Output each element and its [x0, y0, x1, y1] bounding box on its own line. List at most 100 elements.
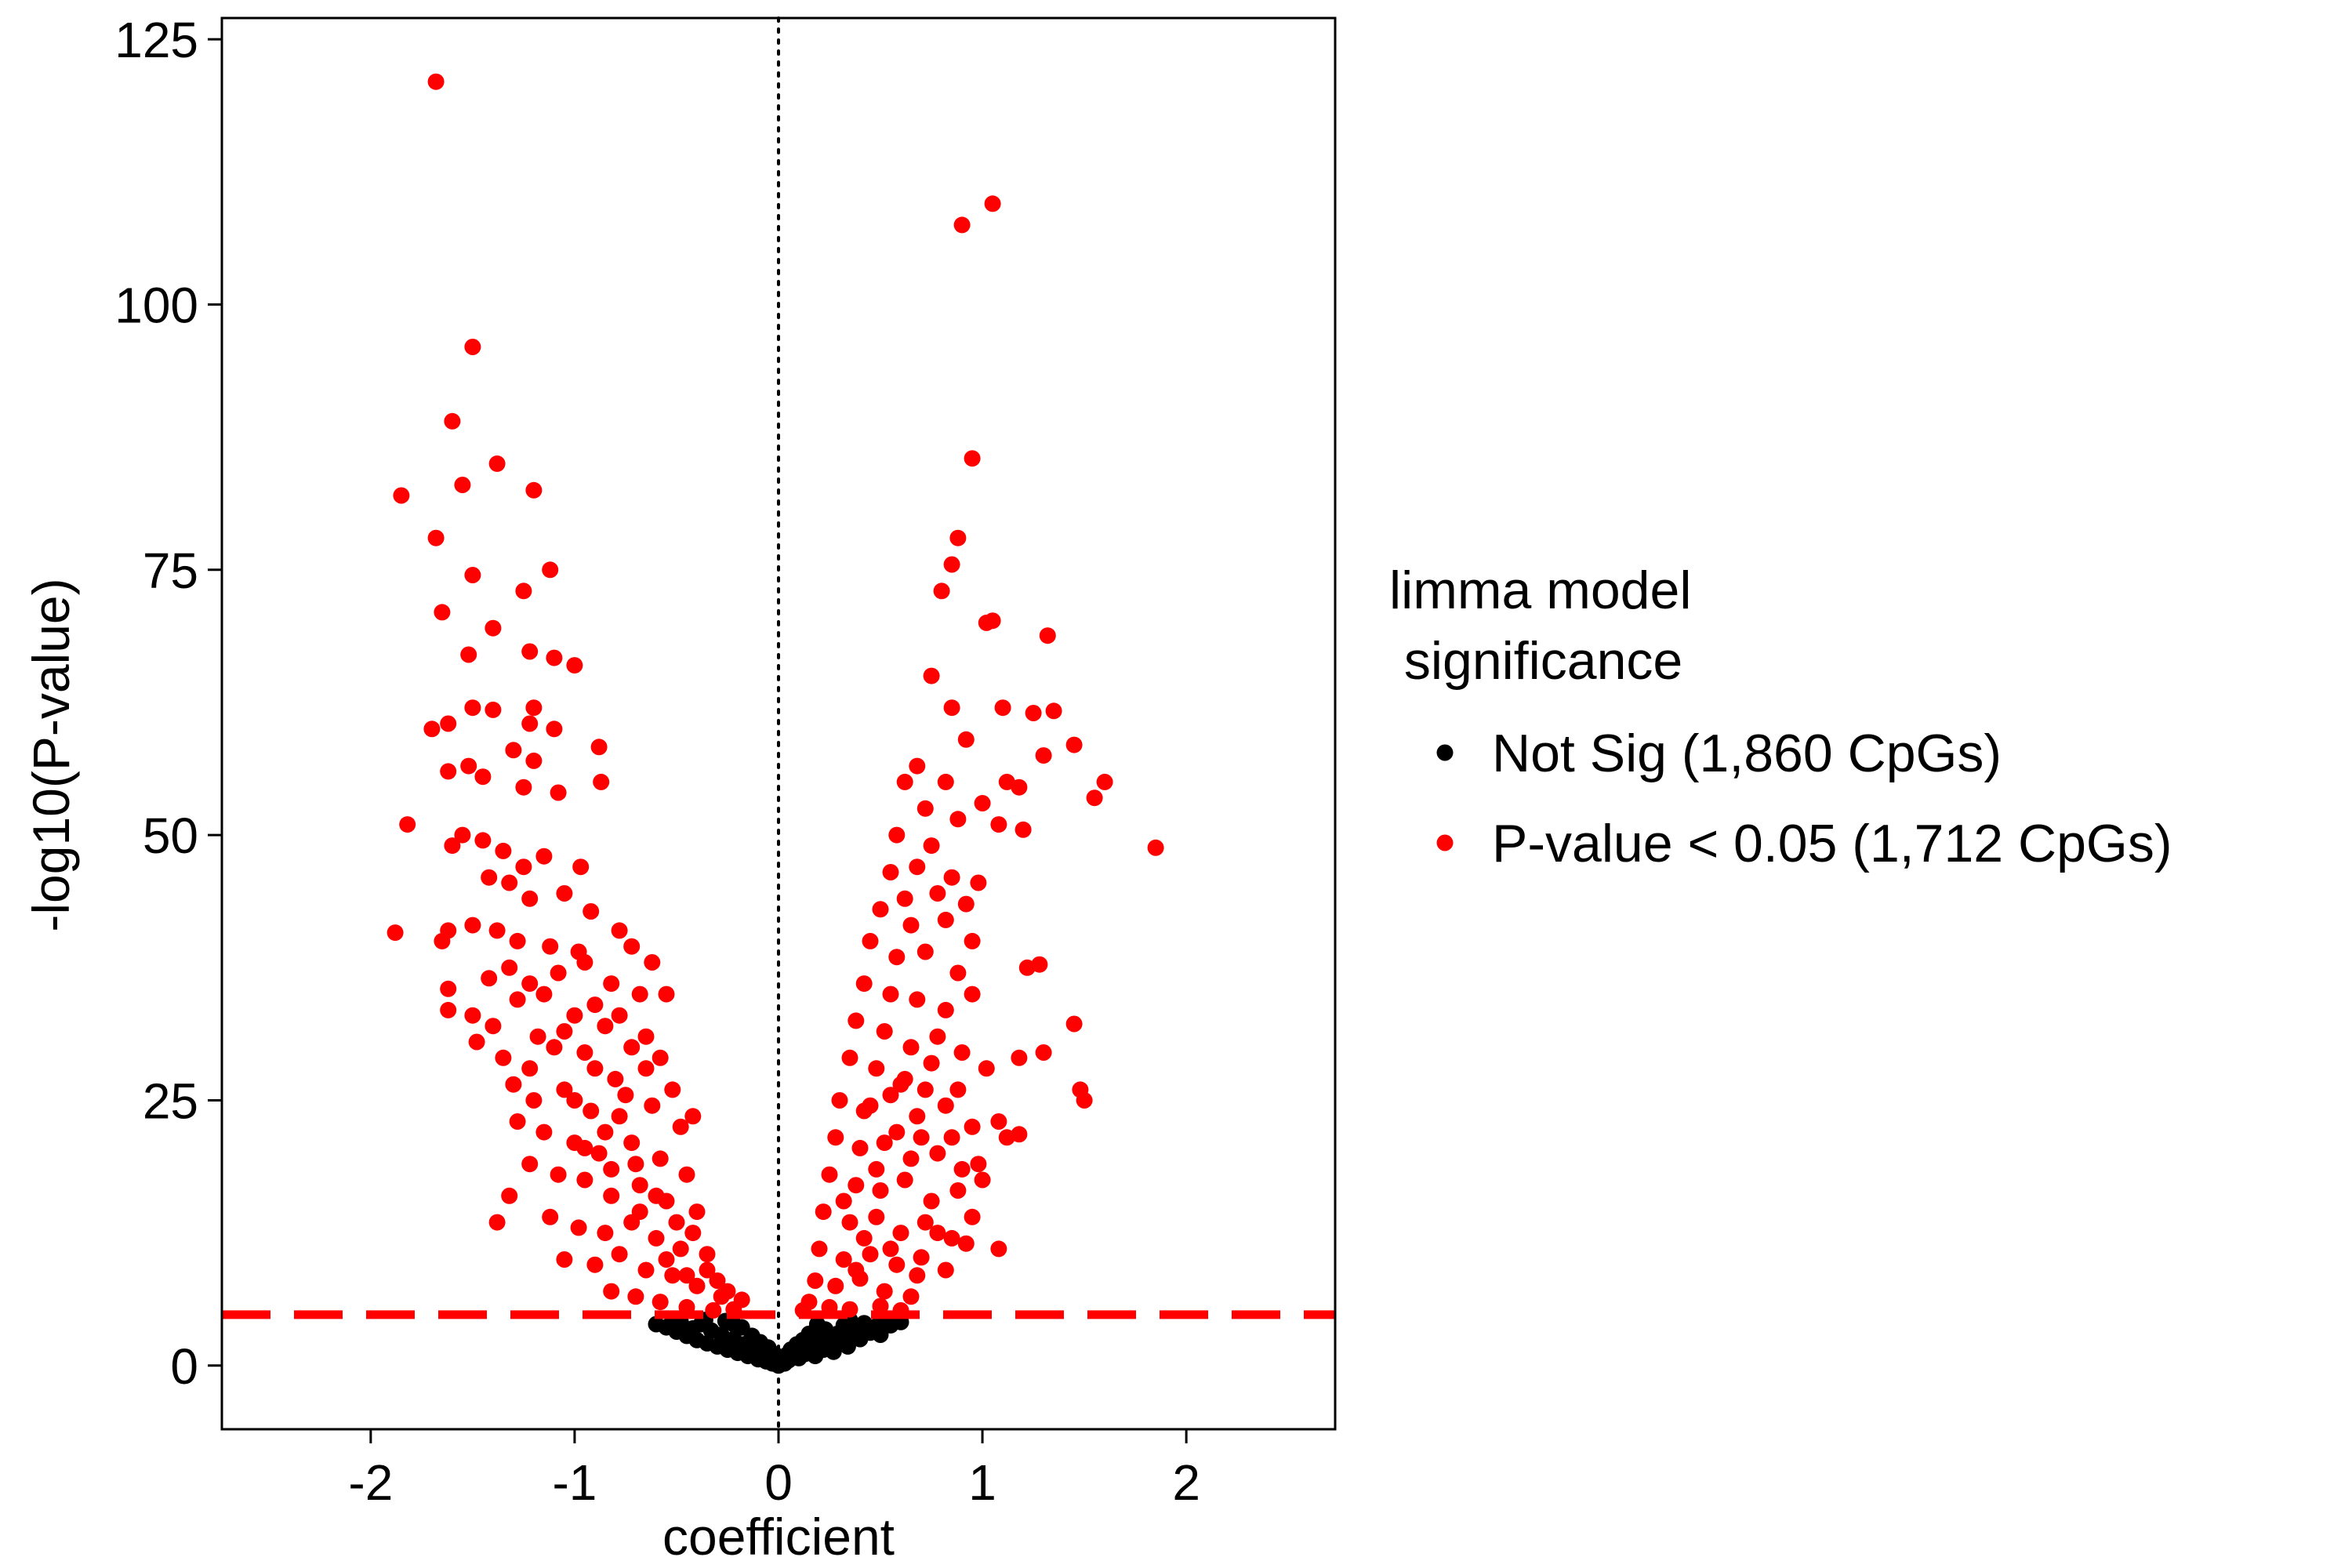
data-point — [872, 1182, 889, 1199]
data-point — [937, 1001, 954, 1018]
data-point — [949, 1081, 967, 1098]
data-point — [423, 720, 441, 738]
data-point — [570, 1219, 587, 1236]
data-point — [699, 1246, 716, 1263]
data-point — [909, 858, 926, 876]
data-point — [827, 1129, 844, 1146]
data-point — [1076, 1092, 1093, 1109]
data-point — [888, 1256, 906, 1273]
data-point — [882, 1240, 899, 1258]
data-point — [888, 1123, 906, 1141]
data-point — [943, 1129, 960, 1146]
data-point — [535, 848, 553, 865]
data-point — [623, 1134, 641, 1152]
data-point — [505, 742, 522, 759]
data-point — [593, 773, 610, 790]
data-point — [688, 1277, 706, 1294]
y-axis: 0 25 50 75 100 125 — [114, 12, 222, 1395]
data-point — [896, 1171, 913, 1189]
data-point — [868, 1160, 885, 1178]
data-point — [943, 699, 960, 717]
data-point — [631, 1177, 648, 1194]
data-point — [892, 1225, 909, 1242]
data-point — [909, 991, 926, 1008]
data-point — [440, 715, 457, 732]
data-point — [399, 816, 416, 833]
data-point — [393, 487, 410, 504]
data-point — [684, 1108, 702, 1125]
data-point — [583, 903, 600, 920]
data-point — [949, 964, 967, 982]
data-point — [521, 890, 539, 907]
data-point — [929, 1225, 946, 1242]
data-point — [872, 901, 889, 918]
data-point — [990, 816, 1007, 833]
x-tick-label: 0 — [764, 1454, 793, 1511]
data-point — [892, 1076, 909, 1093]
data-point — [464, 567, 481, 583]
data-point — [566, 1092, 583, 1109]
data-point — [943, 869, 960, 886]
points-layer — [387, 73, 1164, 1374]
data-point — [688, 1203, 706, 1221]
data-point — [464, 339, 481, 355]
data-point — [855, 1229, 873, 1247]
data-point — [648, 1187, 665, 1204]
data-point — [1096, 773, 1113, 790]
data-point — [699, 1261, 716, 1279]
data-point — [546, 720, 563, 738]
data-point — [862, 1097, 879, 1114]
data-point — [648, 1229, 665, 1247]
data-point — [623, 938, 641, 955]
data-point — [862, 1246, 879, 1263]
data-point — [964, 450, 981, 467]
data-point — [684, 1225, 702, 1242]
data-point — [576, 1139, 593, 1156]
data-point — [984, 195, 1001, 212]
data-point — [902, 1039, 920, 1056]
data-point — [485, 1018, 502, 1035]
data-point — [521, 1156, 539, 1173]
data-point — [916, 943, 934, 960]
data-point — [387, 924, 404, 942]
data-point — [882, 864, 899, 880]
data-point — [542, 561, 559, 579]
data-point — [888, 949, 906, 966]
data-point — [603, 1187, 620, 1204]
data-point — [1011, 779, 1028, 796]
data-point — [525, 699, 543, 717]
data-point — [535, 985, 553, 1003]
data-point — [586, 1060, 604, 1077]
series-0 — [648, 1312, 909, 1374]
data-point — [916, 1214, 934, 1231]
data-point — [505, 1076, 522, 1093]
data-point — [964, 1208, 981, 1225]
data-point — [460, 757, 477, 775]
data-point — [957, 731, 975, 748]
data-point — [444, 412, 461, 430]
data-point — [521, 975, 539, 993]
x-tick-label: -1 — [552, 1454, 597, 1511]
data-point — [937, 773, 954, 790]
data-point — [440, 1001, 457, 1018]
data-point — [521, 643, 539, 660]
data-point — [872, 1298, 889, 1315]
data-point — [515, 858, 532, 876]
data-point — [474, 832, 492, 849]
data-point — [521, 1060, 539, 1077]
data-point — [556, 1023, 573, 1040]
data-point — [427, 73, 445, 90]
data-point — [821, 1166, 838, 1183]
x-tick-label: -2 — [348, 1454, 393, 1511]
data-point — [1011, 1126, 1028, 1143]
data-point — [953, 1160, 971, 1178]
data-point — [652, 1049, 669, 1066]
data-point — [929, 1145, 946, 1162]
data-point — [964, 985, 981, 1003]
data-point — [896, 890, 913, 907]
data-point — [611, 1246, 628, 1263]
data-point — [949, 529, 967, 546]
data-point — [929, 885, 946, 902]
data-point — [556, 1251, 573, 1268]
data-point — [501, 1187, 518, 1204]
